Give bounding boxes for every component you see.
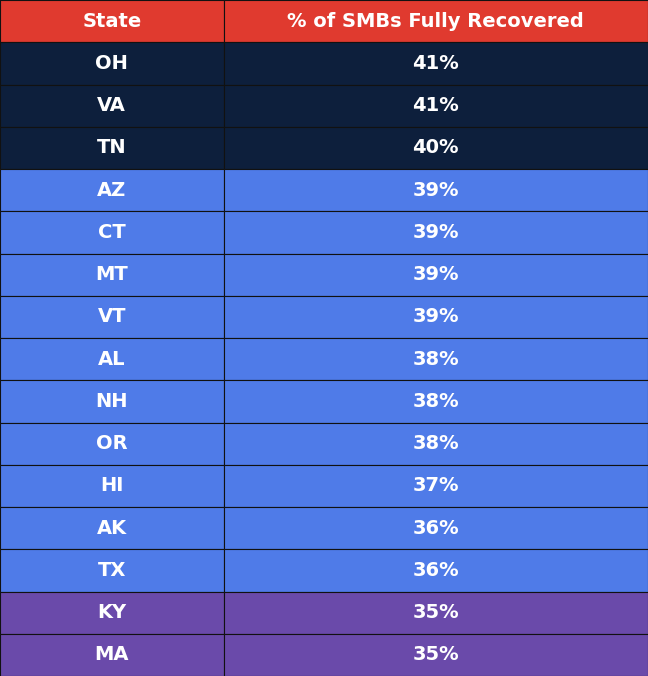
Bar xyxy=(224,211,648,254)
Text: AL: AL xyxy=(98,349,126,368)
Text: AZ: AZ xyxy=(97,180,126,199)
Text: CT: CT xyxy=(98,223,126,242)
Text: 38%: 38% xyxy=(413,392,459,411)
Text: State: State xyxy=(82,11,141,30)
Bar xyxy=(224,42,648,84)
Bar xyxy=(0,254,224,296)
Text: VA: VA xyxy=(97,96,126,115)
Bar xyxy=(224,296,648,338)
Text: 38%: 38% xyxy=(413,434,459,453)
Bar xyxy=(0,296,224,338)
Text: HI: HI xyxy=(100,477,124,496)
Bar xyxy=(0,127,224,169)
Bar xyxy=(224,422,648,465)
Text: TX: TX xyxy=(98,561,126,580)
Bar xyxy=(224,592,648,634)
Bar xyxy=(0,465,224,507)
Text: KY: KY xyxy=(97,603,126,622)
Bar xyxy=(0,0,224,42)
Bar xyxy=(0,592,224,634)
Text: 41%: 41% xyxy=(412,54,459,73)
Bar xyxy=(0,507,224,549)
Text: OR: OR xyxy=(96,434,128,453)
Bar xyxy=(224,127,648,169)
Bar xyxy=(0,169,224,211)
Text: 39%: 39% xyxy=(413,223,459,242)
Text: TN: TN xyxy=(97,139,126,158)
Text: MA: MA xyxy=(95,646,129,665)
Bar xyxy=(224,634,648,676)
Bar xyxy=(224,0,648,42)
Text: MT: MT xyxy=(95,265,128,284)
Bar xyxy=(0,422,224,465)
Text: % of SMBs Fully Recovered: % of SMBs Fully Recovered xyxy=(288,11,584,30)
Text: 41%: 41% xyxy=(412,96,459,115)
Text: 35%: 35% xyxy=(413,646,459,665)
Text: 37%: 37% xyxy=(413,477,459,496)
Bar xyxy=(224,380,648,422)
Bar xyxy=(224,254,648,296)
Bar xyxy=(0,634,224,676)
Text: 39%: 39% xyxy=(413,265,459,284)
Bar xyxy=(224,549,648,592)
Bar xyxy=(224,84,648,127)
Bar xyxy=(224,507,648,549)
Bar xyxy=(224,465,648,507)
Bar xyxy=(224,338,648,380)
Bar xyxy=(0,338,224,380)
Text: 39%: 39% xyxy=(413,180,459,199)
Bar xyxy=(0,380,224,422)
Text: 35%: 35% xyxy=(413,603,459,622)
Text: OH: OH xyxy=(95,54,128,73)
Text: 40%: 40% xyxy=(413,139,459,158)
Bar xyxy=(0,211,224,254)
Text: NH: NH xyxy=(95,392,128,411)
Text: VT: VT xyxy=(98,308,126,327)
Text: 38%: 38% xyxy=(413,349,459,368)
Text: 39%: 39% xyxy=(413,308,459,327)
Bar xyxy=(224,169,648,211)
Bar xyxy=(0,549,224,592)
Text: 36%: 36% xyxy=(413,561,459,580)
Bar xyxy=(0,42,224,84)
Text: 36%: 36% xyxy=(413,518,459,537)
Text: AK: AK xyxy=(97,518,127,537)
Bar xyxy=(0,84,224,127)
